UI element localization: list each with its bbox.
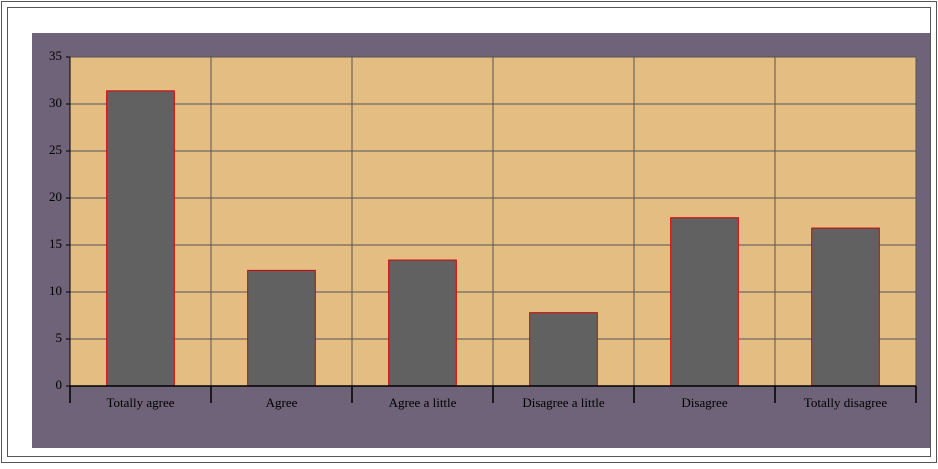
x-tick-label: Totally agree: [106, 395, 174, 410]
x-tick-label: Agree: [266, 395, 298, 410]
y-tick-label: 35: [49, 48, 62, 63]
y-tick-label: 25: [49, 142, 62, 157]
x-tick-label: Disagree: [681, 395, 727, 410]
y-tick-label: 30: [49, 95, 62, 110]
y-tick-label: 5: [56, 330, 63, 345]
x-tick-label: Disagree a little: [522, 395, 605, 410]
y-tick-label: 0: [56, 377, 63, 392]
x-tick-label: Totally disagree: [804, 395, 887, 410]
bar: [811, 227, 880, 387]
y-tick-label: 15: [49, 236, 62, 251]
y-tick-label: 10: [49, 283, 62, 298]
inner-frame: [7, 7, 931, 457]
bar: [247, 269, 316, 387]
bar: [529, 312, 598, 387]
y-tick-label: 20: [49, 189, 62, 204]
bar: [106, 90, 175, 387]
bar: [388, 259, 457, 387]
x-tick-label: Agree a little: [389, 395, 457, 410]
bar: [670, 217, 739, 387]
